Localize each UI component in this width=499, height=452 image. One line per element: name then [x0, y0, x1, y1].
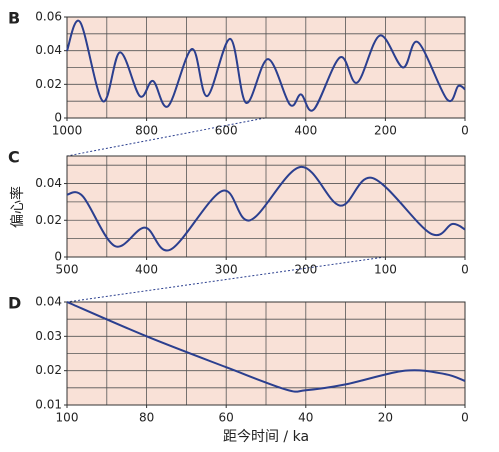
x-tick-label: 200 [294, 263, 317, 277]
x-tick-label: 0 [461, 411, 469, 425]
x-tick-label: 600 [215, 124, 238, 138]
y-tick-label: 0 [54, 250, 62, 264]
plot-frame [66, 301, 466, 406]
y-tick-label: 0.03 [35, 329, 62, 343]
x-tick-label: 60 [219, 411, 234, 425]
panel-label: B [8, 9, 20, 28]
panel: 0.01 0.02 0.03 0.04 100 80 60 40 20 0 D [8, 294, 469, 425]
y-tick-label: 0.04 [35, 176, 62, 190]
y-tick-label: 0.04 [35, 295, 62, 309]
plot-frame [66, 16, 466, 119]
x-tick-label: 100 [374, 263, 397, 277]
x-tick-label: 100 [56, 411, 79, 425]
plot-frame [66, 155, 466, 258]
y-tick-label: 0.01 [35, 398, 62, 412]
x-tick-label: 300 [215, 263, 238, 277]
y-tick-label: 0 [54, 111, 62, 125]
y-tick-label: 0.06 [35, 10, 62, 24]
series-line [66, 301, 466, 393]
x-tick-label: 200 [374, 124, 397, 138]
panel: 0 0.02 0.04 0.06 1000 800 600 400 200 0 B [8, 9, 469, 138]
x-tick-label: 80 [139, 411, 154, 425]
y-tick-label: 0.02 [35, 77, 62, 91]
x-tick-label: 0 [461, 124, 469, 138]
zoom-connector [66, 117, 266, 157]
y-tick-label: 0.02 [35, 363, 62, 377]
zoom-connector [66, 256, 386, 303]
y-tick-label: 0.04 [35, 43, 62, 57]
series-line [66, 166, 466, 252]
y-axis-label: 偏心率 [9, 186, 26, 228]
x-tick-label: 500 [56, 263, 79, 277]
x-axis-label: 距今时间 / ka [223, 429, 309, 445]
series-line [66, 19, 466, 112]
panel-label: C [8, 148, 20, 167]
x-tick-label: 40 [298, 411, 313, 425]
x-tick-label: 20 [378, 411, 393, 425]
panel-label: D [8, 294, 21, 313]
x-tick-label: 1000 [52, 124, 83, 138]
x-tick-label: 800 [135, 124, 158, 138]
x-tick-label: 400 [135, 263, 158, 277]
x-tick-label: 0 [461, 263, 469, 277]
panel: 0 0.02 0.04 500 400 300 200 100 0 C [8, 148, 469, 277]
y-tick-label: 0.02 [35, 213, 62, 227]
x-tick-label: 400 [294, 124, 317, 138]
